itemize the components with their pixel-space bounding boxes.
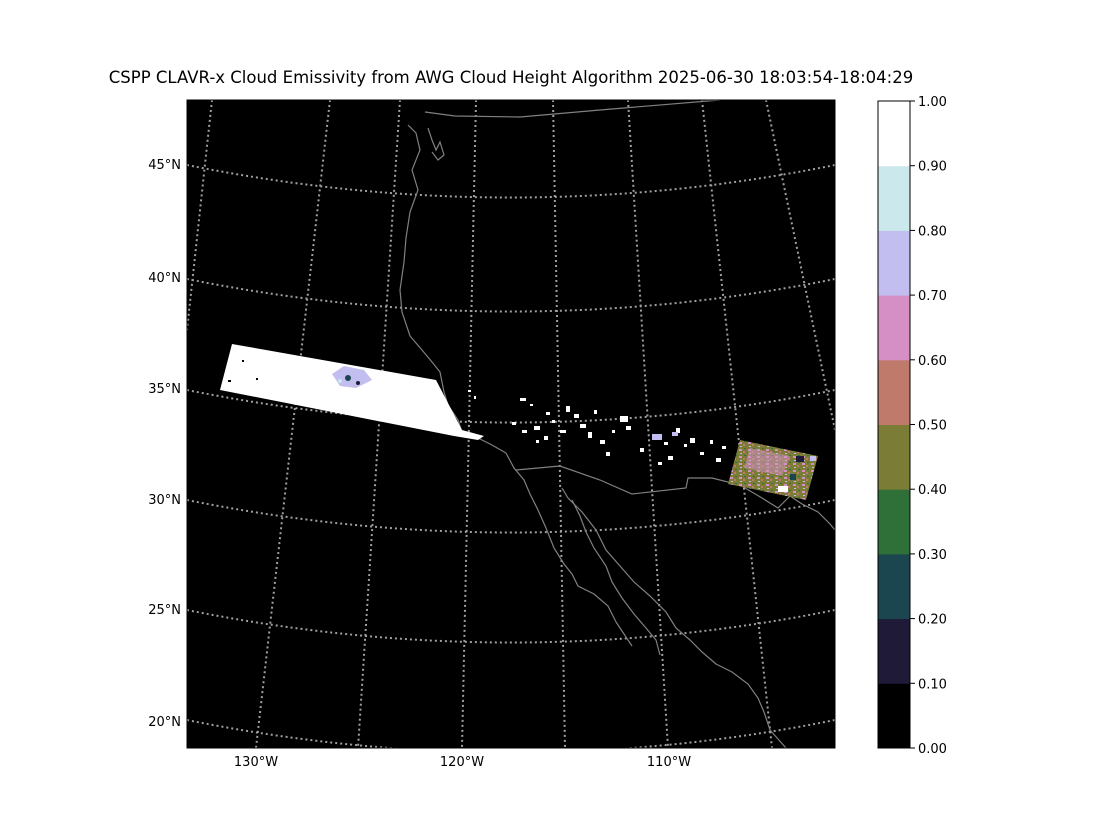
lon-label: 120°W	[440, 755, 484, 770]
latitude-labels: 45°N 40°N 35°N 30°N 25°N 20°N	[148, 158, 181, 730]
meridian-130w	[255, 100, 331, 748]
colorbar-tick-label: 0.30	[918, 548, 947, 563]
colorbar-swatch	[878, 359, 910, 425]
cloud-emissivity-field	[220, 344, 818, 500]
meridian-125w	[357, 100, 401, 748]
colorbar-swatch	[878, 424, 910, 490]
gulf-east-coast	[561, 487, 787, 748]
lat-label: 25°N	[148, 603, 181, 618]
cloud-swath-west	[220, 344, 484, 440]
parallel-35n	[187, 389, 835, 424]
graticule-meridians	[187, 100, 835, 748]
lon-label: 110°W	[647, 755, 691, 770]
colorbar-tick-label: 0.70	[918, 289, 947, 304]
lat-label: 20°N	[148, 715, 181, 730]
lat-label: 30°N	[148, 493, 181, 508]
colorbar-swatch	[878, 553, 910, 620]
colorbar-swatch	[878, 489, 910, 555]
lat-label: 35°N	[148, 382, 181, 397]
gulf-coast-texas	[789, 495, 835, 531]
meridian-110w	[627, 100, 669, 748]
parallel-25n	[187, 609, 835, 644]
map-background	[187, 100, 835, 748]
cloud-patch-offshore	[332, 366, 372, 388]
colorbar-tick-label: 0.50	[918, 419, 947, 434]
graticule-parallels	[187, 164, 835, 748]
colorbar-swatch	[878, 618, 910, 684]
colorbar-tick-label: 0.20	[918, 613, 947, 628]
colorbar-swatch	[878, 295, 910, 361]
lat-label: 40°N	[148, 271, 181, 286]
lat-label: 45°N	[148, 158, 181, 173]
baja-west-inner	[571, 499, 661, 656]
map-frame	[186, 99, 836, 749]
colorbar-tick-label: 0.60	[918, 354, 947, 369]
map-panel	[186, 99, 836, 749]
longitude-labels: 130°W 120°W 110°W	[234, 755, 691, 770]
meridian-135w	[187, 100, 213, 331]
colorbar: 0.00 0.10 0.20 0.30 0.40 0.50 0.60 0.70 0.80 0.90…	[877, 95, 947, 757]
scattered-clouds	[468, 390, 726, 465]
colorbar-tick-label: 1.00	[918, 95, 947, 110]
meridian-120w	[461, 100, 477, 748]
colorbar-swatch	[878, 101, 910, 167]
us-mexico-border	[515, 465, 712, 495]
colorbar-swatch	[878, 230, 910, 296]
colorbar-swatches	[878, 101, 910, 749]
colorbar-swatch	[878, 165, 910, 231]
colorbar-tick-label: 0.40	[918, 483, 947, 498]
parallel-40n	[187, 278, 835, 313]
colorbar-swatch	[878, 683, 910, 749]
colorbar-tick-label: 0.00	[918, 742, 947, 757]
meridian-100w	[765, 100, 835, 431]
meridian-115w	[552, 100, 566, 748]
puget-sound	[427, 127, 445, 161]
parallel-30n	[187, 499, 835, 534]
colorbar-tick-label: 0.80	[918, 224, 947, 239]
canada-border	[424, 100, 721, 118]
map-title: CSPP CLAVR-x Cloud Emissivity from AWG C…	[108, 68, 914, 87]
colorbar-tick-label: 0.10	[918, 677, 947, 692]
meridian-105w	[701, 100, 773, 748]
colorbar-ticks: 0.00 0.10 0.20 0.30 0.40 0.50 0.60 0.70 0.80 0.90…	[910, 95, 947, 757]
colorbar-tick-label: 0.90	[918, 160, 947, 175]
parallel-45n	[187, 164, 835, 199]
lon-label: 130°W	[234, 755, 278, 770]
